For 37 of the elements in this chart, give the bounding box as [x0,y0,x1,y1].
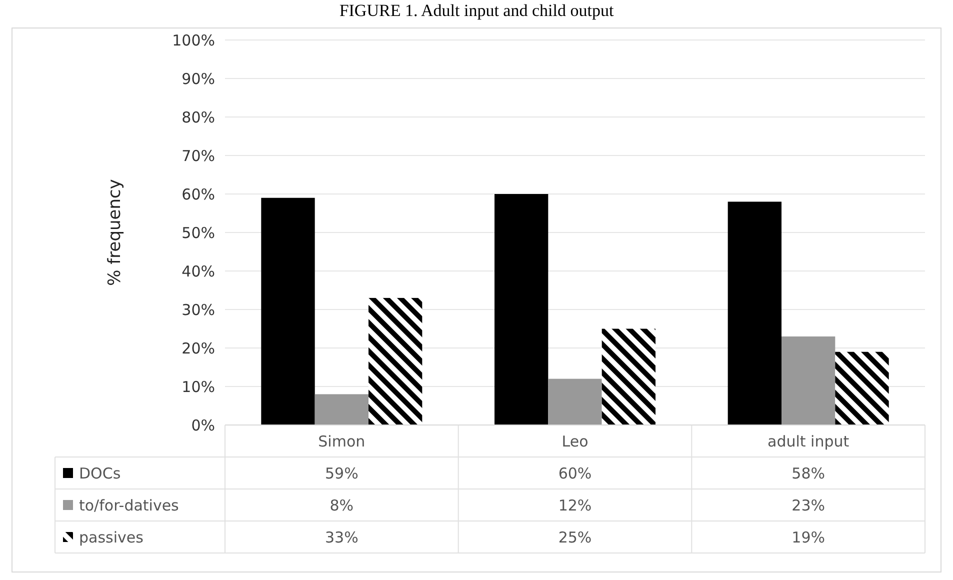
data-label: 25% [558,528,592,546]
data-label: 58% [792,464,826,482]
legend-label: to/for-datives [79,496,180,514]
y-tick-label: 30% [182,300,215,319]
y-tick-label: 50% [182,224,215,242]
y-tick-label: 90% [182,70,215,88]
bar [548,378,602,425]
data-label: 12% [558,496,592,514]
data-label: 19% [792,528,826,546]
bar [835,352,889,425]
chart-title: FIGURE 1. Adult input and child output [339,1,614,20]
data-label: 33% [324,528,358,546]
x-tick-label: adult input [768,432,850,450]
y-tick-label: 40% [182,262,215,280]
data-label: 23% [792,496,826,514]
x-tick-label: Simon [318,432,366,450]
bar [261,198,315,425]
x-tick-label: Leo [562,432,588,450]
data-label: 8% [330,496,354,514]
y-axis-title: % frequency [105,179,125,286]
y-tick-label: 10% [182,378,215,396]
bar [494,194,548,425]
bar [368,298,422,425]
y-tick-label: 60% [182,185,215,204]
y-tick-label: 0% [191,416,215,434]
bar [728,202,782,425]
y-tick-label: 80% [182,108,215,126]
legend-label: DOCs [79,464,121,482]
y-tick-label: 70% [182,146,215,165]
data-label: 60% [558,464,592,482]
legend-label: passives [79,528,144,546]
bar [602,328,656,425]
data-label: 59% [324,464,358,482]
bar [314,394,368,425]
bar [782,336,836,425]
y-tick-label: 100% [172,31,215,50]
y-tick-label: 20% [182,339,215,358]
